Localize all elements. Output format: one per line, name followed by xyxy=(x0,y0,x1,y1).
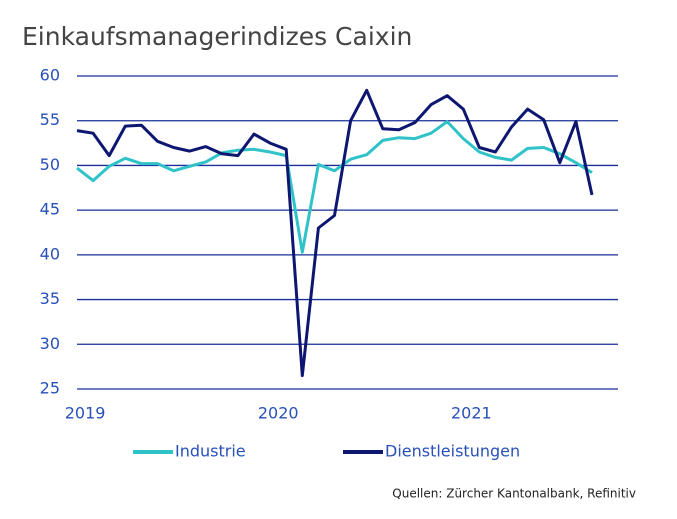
y-tick-label: 50 xyxy=(40,155,60,174)
y-tick-label: 35 xyxy=(40,289,60,308)
y-tick-label: 60 xyxy=(40,66,60,85)
line-series xyxy=(76,88,594,378)
x-tick-label: 2020 xyxy=(258,404,299,423)
legend-label: Dienstleistungen xyxy=(385,442,520,461)
chart-title: Einkaufsmanagerindizes Caixin xyxy=(22,22,412,51)
y-tick-label: 30 xyxy=(40,334,60,353)
legend-label: Industrie xyxy=(175,442,246,461)
x-tick-label: 2019 xyxy=(65,404,106,423)
x-tick-label: 2021 xyxy=(451,404,492,423)
y-tick-label: 55 xyxy=(40,110,60,129)
source: Quellen: Zürcher Kantonalbank, Refinitiv xyxy=(392,487,636,501)
y-tick-label: 40 xyxy=(40,244,60,263)
y-tick-label: 25 xyxy=(40,379,60,398)
line-series xyxy=(76,120,593,254)
y-tick-label: 45 xyxy=(40,200,60,219)
